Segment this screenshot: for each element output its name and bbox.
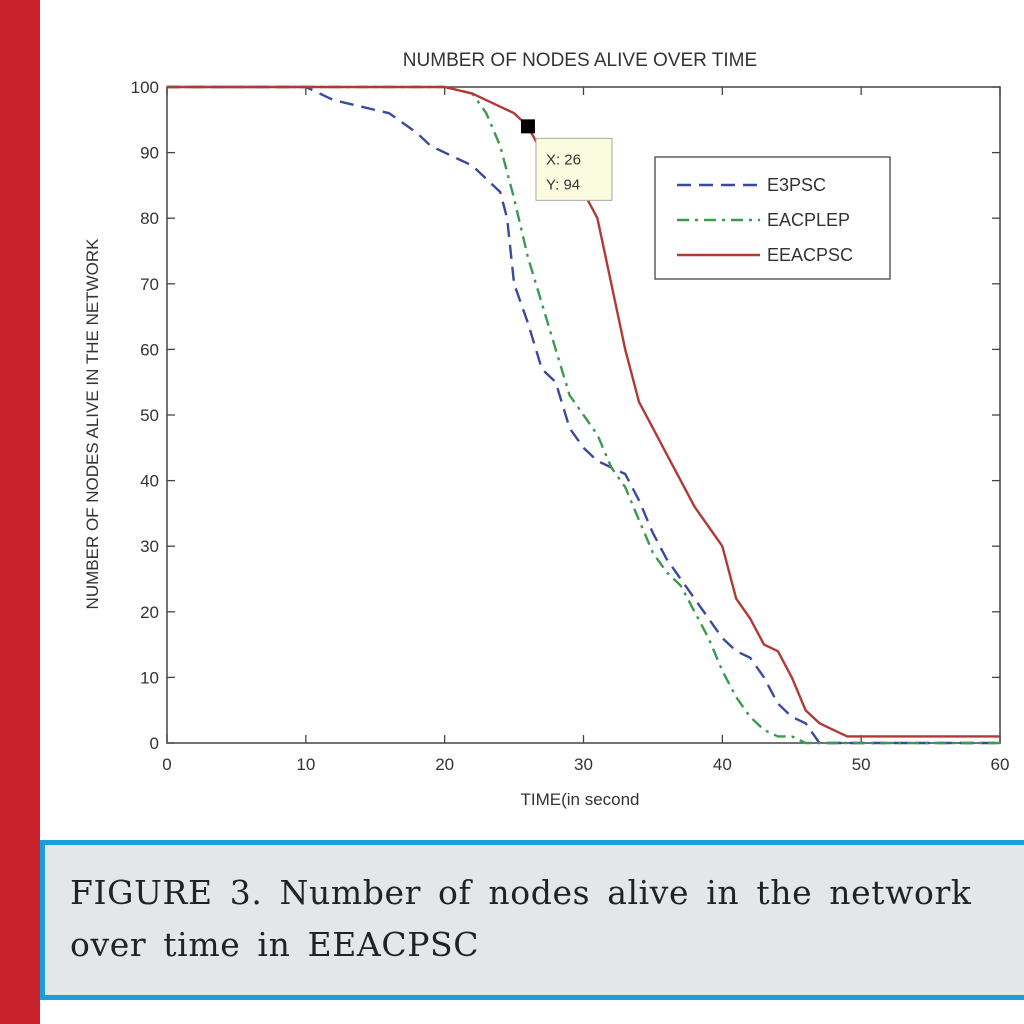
y-tick-label: 70 bbox=[140, 275, 159, 294]
caption-line-2: over time in EEACPSC bbox=[70, 925, 480, 964]
series-line-e3psc bbox=[167, 85, 1000, 745]
y-axis-label: NUMBER OF NODES ALIVE IN THE NETWORK bbox=[83, 238, 102, 610]
y-tick-label: 30 bbox=[140, 537, 159, 556]
y-tick-label: 80 bbox=[140, 209, 159, 228]
y-tick-label: 60 bbox=[140, 340, 159, 359]
y-tick-label: 90 bbox=[140, 144, 159, 163]
legend-label-eacplep: EACPLEP bbox=[767, 210, 850, 230]
x-tick-label: 0 bbox=[162, 755, 171, 774]
legend-label-eeacpsc: EEACPSC bbox=[767, 245, 853, 265]
figure-caption: FIGURE 3. Number of nodes alive in the n… bbox=[45, 840, 1024, 995]
datatip-y: Y: 94 bbox=[546, 176, 580, 193]
series-line-eacplep bbox=[167, 85, 1000, 745]
x-tick-label: 40 bbox=[713, 755, 732, 774]
legend-box bbox=[654, 156, 891, 280]
legend-label-e3psc: E3PSC bbox=[767, 175, 826, 195]
chart-area: NUMBER OF NODES ALIVE OVER TIME NUMBER O… bbox=[40, 14, 1024, 840]
x-axis-label: TIME(in second bbox=[520, 790, 639, 809]
datatip-marker bbox=[520, 119, 535, 134]
y-tick-label: 50 bbox=[140, 406, 159, 425]
x-tick-label: 30 bbox=[574, 755, 593, 774]
datatip: X: 26 Y: 94 bbox=[520, 119, 613, 201]
y-tick-label: 20 bbox=[140, 603, 159, 622]
left-accent-bar bbox=[0, 0, 40, 1024]
caption-line-1: FIGURE 3. Number of nodes alive in the n… bbox=[70, 873, 972, 912]
x-tick-label: 50 bbox=[852, 755, 871, 774]
line-chart: NUMBER OF NODES ALIVE OVER TIME NUMBER O… bbox=[83, 50, 1010, 809]
chart-title: NUMBER OF NODES ALIVE OVER TIME bbox=[403, 50, 757, 71]
x-tick-label: 20 bbox=[435, 755, 454, 774]
x-tick-label: 10 bbox=[296, 755, 315, 774]
y-tick-label: 40 bbox=[140, 472, 159, 491]
datatip-x: X: 26 bbox=[546, 151, 581, 168]
y-tick-label: 0 bbox=[150, 734, 159, 753]
y-tick-label: 10 bbox=[140, 668, 159, 687]
datatip-box bbox=[535, 137, 613, 201]
x-tick-label: 60 bbox=[991, 755, 1010, 774]
legend: E3PSC EACPLEP EEACPSC bbox=[654, 156, 891, 280]
y-tick-label: 100 bbox=[131, 78, 159, 97]
